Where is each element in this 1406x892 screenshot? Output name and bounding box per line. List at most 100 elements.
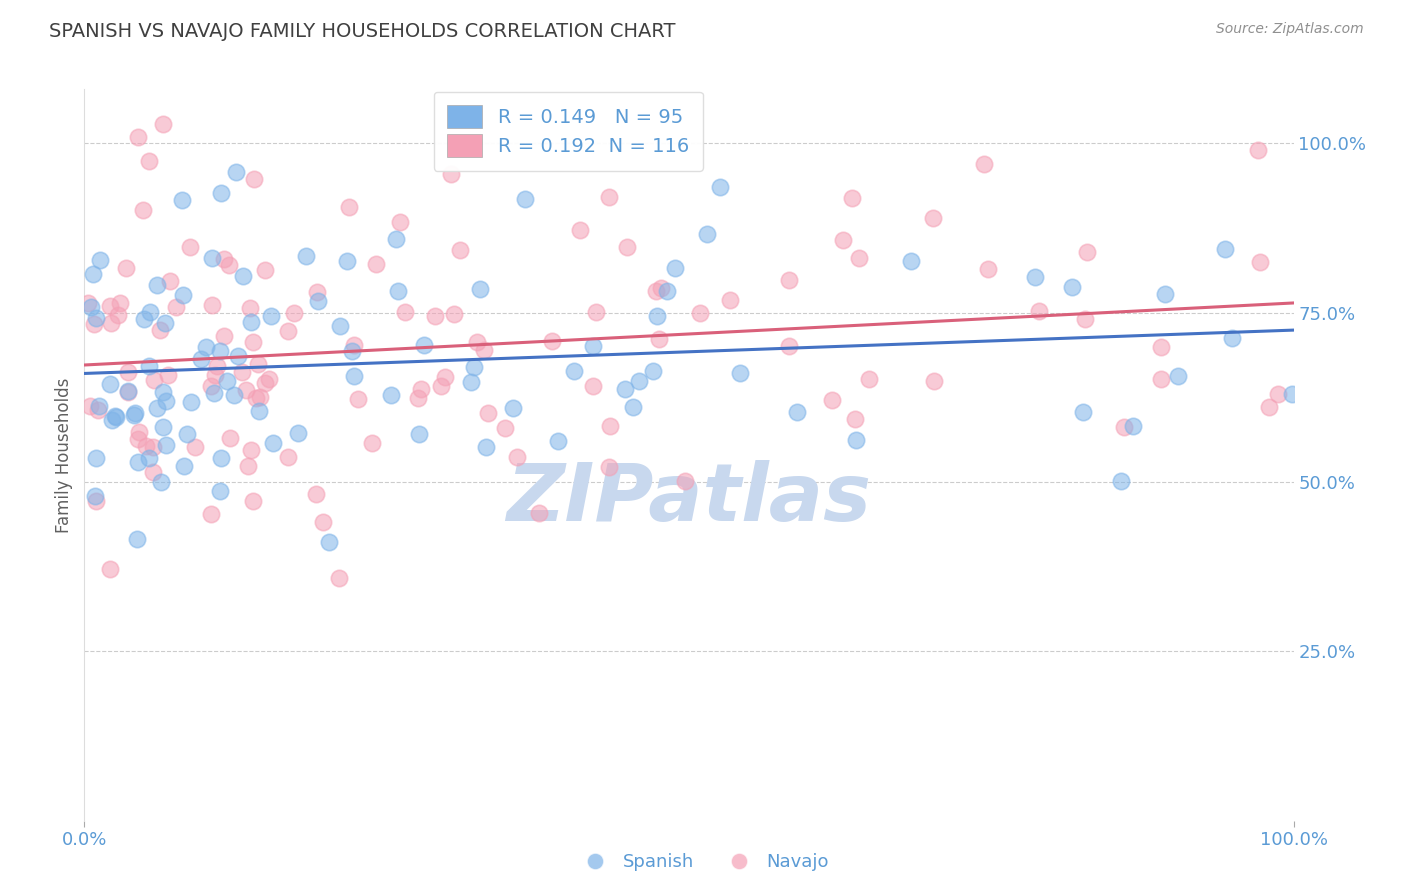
Point	[449, 244, 471, 258]
Point	[179, 240, 201, 254]
Point	[238, 301, 260, 315]
Point	[225, 165, 247, 179]
Point	[502, 401, 524, 416]
Point	[582, 379, 605, 393]
Point	[152, 117, 174, 131]
Point	[648, 332, 671, 346]
Point	[295, 249, 318, 263]
Point	[329, 318, 352, 333]
Point	[155, 394, 177, 409]
Point	[641, 364, 664, 378]
Point	[214, 252, 236, 266]
Point	[86, 311, 108, 326]
Point	[494, 421, 516, 435]
Point	[650, 281, 672, 295]
Point	[515, 192, 537, 206]
Point	[138, 154, 160, 169]
Point	[249, 390, 271, 404]
Point	[82, 267, 104, 281]
Point	[474, 343, 496, 357]
Point	[406, 391, 429, 405]
Point	[110, 296, 132, 310]
Point	[242, 334, 264, 349]
Point	[343, 338, 366, 352]
Point	[460, 376, 482, 390]
Point	[142, 466, 165, 480]
Point	[249, 403, 271, 417]
Point	[253, 376, 276, 391]
Point	[117, 384, 139, 398]
Point	[394, 304, 416, 318]
Point	[150, 475, 173, 489]
Point	[201, 251, 224, 265]
Point	[124, 406, 146, 420]
Point	[247, 357, 270, 371]
Point	[1076, 245, 1098, 260]
Point	[673, 474, 696, 488]
Point	[304, 487, 326, 501]
Point	[318, 534, 340, 549]
Point	[127, 455, 149, 469]
Point	[176, 426, 198, 441]
Point	[1258, 400, 1281, 414]
Point	[408, 426, 430, 441]
Point	[135, 439, 157, 453]
Point	[900, 253, 922, 268]
Point	[159, 274, 181, 288]
Point	[172, 194, 194, 208]
Point	[139, 304, 162, 318]
Point	[83, 489, 105, 503]
Point	[194, 340, 217, 354]
Point	[132, 311, 155, 326]
Point	[443, 307, 465, 321]
Point	[1071, 405, 1094, 419]
Point	[1150, 340, 1173, 354]
Point	[328, 571, 350, 585]
Point	[709, 179, 731, 194]
Point	[423, 310, 446, 324]
Point	[562, 364, 585, 378]
Point	[202, 386, 225, 401]
Point	[231, 365, 253, 379]
Point	[240, 315, 263, 329]
Point	[413, 338, 436, 352]
Point	[728, 366, 751, 380]
Point	[778, 339, 800, 353]
Point	[689, 306, 711, 320]
Point	[1122, 418, 1144, 433]
Point	[664, 261, 686, 276]
Point	[209, 186, 232, 201]
Point	[142, 373, 165, 387]
Point	[1028, 304, 1050, 318]
Point	[122, 408, 145, 422]
Point	[201, 298, 224, 312]
Point	[76, 296, 98, 310]
Point	[245, 391, 267, 405]
Point	[346, 392, 368, 407]
Point	[242, 493, 264, 508]
Point	[103, 409, 125, 423]
Point	[107, 308, 129, 322]
Point	[277, 450, 299, 464]
Point	[287, 426, 309, 441]
Point	[1249, 255, 1271, 269]
Point	[200, 379, 222, 393]
Point	[312, 515, 335, 529]
Point	[627, 375, 650, 389]
Point	[222, 388, 245, 402]
Point	[1167, 369, 1189, 384]
Point	[79, 399, 101, 413]
Point	[209, 450, 232, 465]
Point	[858, 372, 880, 386]
Point	[527, 506, 550, 520]
Point	[148, 323, 170, 337]
Point	[360, 435, 382, 450]
Text: ZIPatlas: ZIPatlas	[506, 459, 872, 538]
Point	[540, 334, 562, 348]
Point	[190, 351, 212, 366]
Point	[547, 434, 569, 449]
Point	[337, 200, 360, 214]
Point	[127, 432, 149, 446]
Point	[145, 277, 167, 292]
Point	[1213, 242, 1236, 256]
